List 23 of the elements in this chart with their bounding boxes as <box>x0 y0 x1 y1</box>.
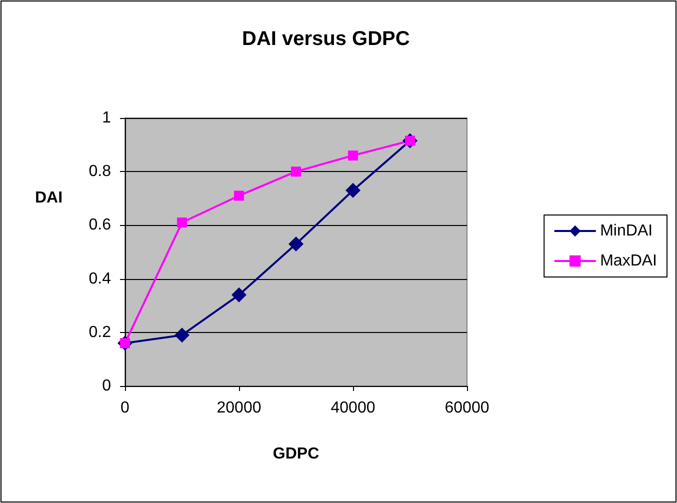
point <box>232 287 246 302</box>
y-tick-label: 0.4 <box>88 270 112 288</box>
point <box>177 218 187 228</box>
x-tick-label: 60000 <box>444 400 490 416</box>
point <box>234 190 244 201</box>
point <box>346 182 360 198</box>
legend-label: MinDAI <box>600 222 653 240</box>
point <box>348 150 358 161</box>
y-tick-label: 0.6 <box>88 216 112 234</box>
point <box>291 166 301 177</box>
legend-label: MaxDAI <box>600 252 658 270</box>
x-tick-label: 40000 <box>330 400 376 416</box>
y-tick-label: 0.8 <box>88 163 112 180</box>
point <box>174 328 190 343</box>
y-axis-title: DAI <box>35 190 63 206</box>
x-tick-label: 0 <box>120 400 130 416</box>
x-axis-title: GDPC <box>272 446 320 462</box>
point <box>288 236 304 252</box>
chart-title: DAI versus GDPC <box>242 28 410 50</box>
y-tick-label: 0 <box>102 378 112 394</box>
x-tick-label: 20000 <box>216 400 262 416</box>
y-tick-label: 0.2 <box>88 324 112 341</box>
y-tick-label: 1 <box>102 110 112 126</box>
